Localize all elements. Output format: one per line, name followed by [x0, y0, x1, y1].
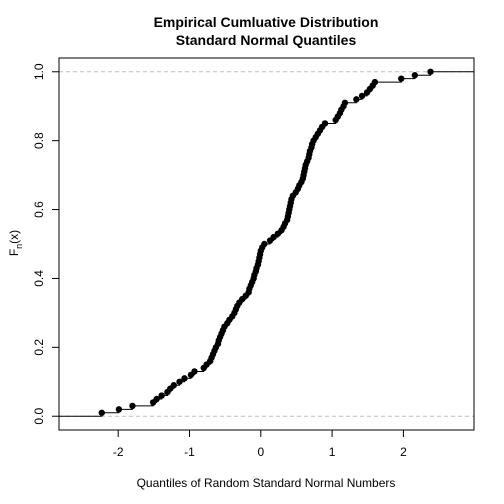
- y-tick-label-1: 0.2: [32, 339, 46, 356]
- y-axis: 0.0 0.2 0.4 0.6 0.8 1.0: [32, 63, 59, 425]
- data-point-9: [176, 378, 183, 385]
- data-point-91: [353, 96, 360, 103]
- data-point-10: [181, 375, 188, 382]
- data-point-5: [158, 392, 165, 399]
- data-point-1: [115, 406, 123, 413]
- data-point-92: [358, 92, 366, 100]
- data-point-90: [341, 99, 349, 106]
- data-point-12: [191, 368, 198, 375]
- data-point-8: [170, 382, 178, 389]
- x-tick-label-1: -1: [184, 445, 195, 459]
- reference-lines: [59, 71, 474, 417]
- y-tick-label-4: 0.8: [32, 132, 46, 149]
- data-point-2: [129, 402, 136, 410]
- x-axis-label: Quantiles of Random Standard Normal Numb…: [137, 476, 396, 490]
- data-point-4: [153, 395, 160, 403]
- y-axis-label-base: F: [7, 249, 21, 256]
- data-point-84: [321, 120, 329, 127]
- x-axis: -2 -1 0 1 2: [113, 430, 407, 459]
- data-point-51: [270, 233, 277, 241]
- y-tick-label-3: 0.6: [32, 201, 46, 218]
- data-point-98: [411, 72, 419, 79]
- y-axis-label-arg: (x): [7, 230, 21, 244]
- data-point-49: [261, 240, 268, 248]
- y-axis-label-subscript: n: [14, 244, 24, 249]
- data-point-0: [98, 409, 105, 416]
- y-axis-label: Fn(x): [7, 230, 24, 256]
- y-tick-label-2: 0.4: [32, 270, 46, 287]
- svg-text:Fn(x): Fn(x): [7, 230, 24, 256]
- x-tick-label-4: 2: [400, 445, 407, 459]
- data-points: [98, 68, 434, 416]
- x-tick-label-2: 0: [257, 445, 264, 459]
- chart-title-line2: Standard Normal Quantiles: [176, 32, 357, 48]
- x-tick-label-0: -2: [113, 445, 124, 459]
- plot-frame: [58, 57, 475, 431]
- y-tick-label-0: 0.0: [32, 408, 46, 425]
- data-point-97: [398, 75, 405, 82]
- y-tick-label-5: 1.0: [32, 63, 46, 80]
- x-tick-label-3: 1: [329, 445, 336, 459]
- chart-title-line1: Empirical Cumluative Distribution: [154, 14, 379, 30]
- data-point-96: [371, 78, 379, 86]
- data-point-99: [427, 68, 434, 75]
